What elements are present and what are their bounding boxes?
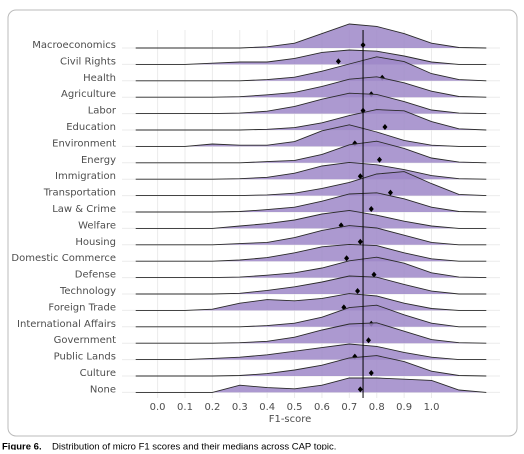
y-tick-label: Welfare <box>78 220 116 231</box>
ridge-outline <box>135 225 487 246</box>
y-tick-label: Environment <box>52 138 116 149</box>
ridge <box>135 171 487 196</box>
y-tick-label: Agriculture <box>61 89 116 100</box>
median-marker <box>335 58 341 65</box>
caption-label: Figure 6. <box>2 442 42 450</box>
x-tick-label: 0.5 <box>287 402 303 413</box>
y-tick-label: Technology <box>59 286 116 297</box>
ridge-outline <box>135 243 487 262</box>
ridge <box>135 225 487 245</box>
x-axis-title: F1-score <box>269 414 312 425</box>
y-tick-label: Transportation <box>43 188 116 199</box>
y-tick-label: Housing <box>75 237 116 248</box>
ridge <box>135 192 487 212</box>
y-tick-label: Education <box>66 122 116 133</box>
ridge-outline <box>135 76 487 98</box>
figure-frame <box>7 9 518 437</box>
ridge-outline <box>135 56 487 82</box>
median-marker <box>344 255 350 262</box>
median-marker <box>357 386 363 393</box>
ridge-outline <box>135 140 487 164</box>
y-tick-label: None <box>90 384 116 395</box>
median-marker <box>387 189 393 196</box>
median-marker <box>382 124 388 130</box>
ridge <box>135 293 487 311</box>
ridge-outline <box>135 92 487 115</box>
y-tick-label: Health <box>83 73 116 84</box>
y-tick-label: Government <box>54 335 116 346</box>
ridge <box>135 93 487 114</box>
ridge <box>135 56 487 81</box>
median-marker <box>376 156 382 163</box>
x-tick-label: 0.3 <box>232 402 248 413</box>
median-marker <box>355 288 361 294</box>
caption: Distribution of micro F1 scores and thei… <box>52 442 336 450</box>
ridge <box>135 109 487 130</box>
x-tick-label: 0.1 <box>177 402 193 413</box>
ridge <box>135 276 487 294</box>
y-tick-label: Energy <box>81 155 116 166</box>
ridge-outline <box>135 377 487 393</box>
ridge <box>135 244 487 262</box>
ridge <box>135 141 487 163</box>
y-tick-label: Domestic Commerce <box>11 253 116 264</box>
y-tick-label: Culture <box>80 368 116 379</box>
ridge <box>135 210 487 229</box>
x-tick-label: 0.8 <box>369 402 385 413</box>
ridge-outline <box>135 355 487 377</box>
median-marker <box>368 206 374 212</box>
y-tick-label: Law & Crime <box>52 204 116 215</box>
ridge-outline <box>135 256 487 279</box>
y-tick-label: International Affairs <box>17 319 116 330</box>
y-tick-label: Defense <box>75 270 116 281</box>
median-marker <box>357 173 363 180</box>
ridge-outline <box>135 109 487 131</box>
x-tick-label: 0.2 <box>204 402 220 413</box>
y-tick-label: Public Lands <box>54 352 116 363</box>
ridge-outline <box>135 171 487 197</box>
median-marker <box>371 271 377 278</box>
ridge-outline <box>135 192 487 213</box>
ridge-outline <box>135 23 487 49</box>
y-tick-label: Foreign Trade <box>48 302 116 313</box>
ridge <box>135 24 487 48</box>
x-tick-label: 0.9 <box>396 402 412 413</box>
median-marker <box>366 337 372 344</box>
ridge-outline <box>135 209 487 229</box>
x-tick-label: 0.0 <box>150 402 166 413</box>
ridge-outline <box>135 322 487 344</box>
median-marker <box>357 238 363 245</box>
ridge-outline <box>135 304 487 328</box>
ridge-outline <box>135 275 487 295</box>
x-tick-label: 0.4 <box>259 402 275 413</box>
ridge-outline <box>135 161 487 180</box>
x-tick-label: 1.0 <box>424 402 440 413</box>
ridge <box>135 162 487 180</box>
ridge <box>135 305 487 327</box>
ridge-outline <box>135 49 487 65</box>
ridge-outline <box>135 293 487 311</box>
y-tick-label: Labor <box>88 106 117 117</box>
y-tick-label: Macroeconomics <box>32 40 116 51</box>
ridge <box>135 344 487 360</box>
ridge <box>135 378 487 393</box>
median-marker <box>368 370 374 376</box>
ridge-outline <box>135 124 487 147</box>
y-tick-label: Civil Rights <box>60 56 116 67</box>
y-tick-label: Immigration <box>55 171 116 182</box>
x-tick-label: 0.7 <box>341 402 357 413</box>
x-tick-label: 0.6 <box>314 402 330 413</box>
ridge-outline <box>135 343 487 361</box>
